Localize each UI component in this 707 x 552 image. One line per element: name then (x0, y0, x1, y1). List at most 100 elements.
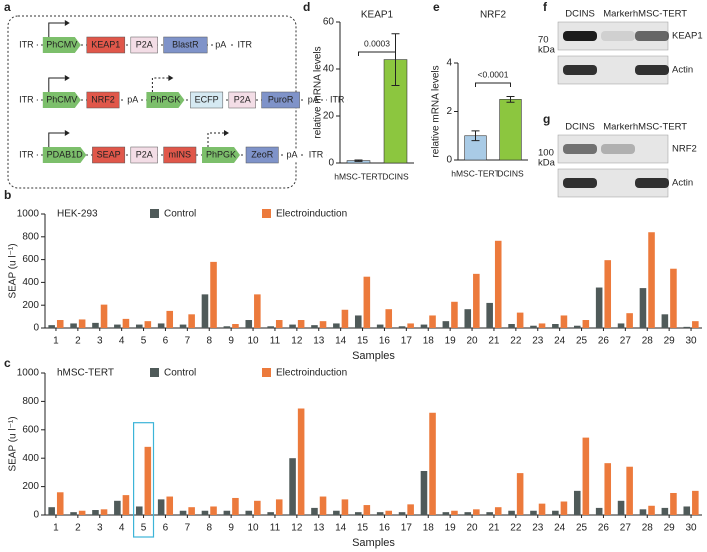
construct-part: NRF2 (91, 94, 115, 104)
y-tick-label: 1000 (17, 209, 40, 220)
bar (179, 324, 187, 328)
bar (486, 302, 493, 328)
blot-band (563, 178, 597, 188)
bar (494, 507, 502, 515)
x-tick-label: 3 (97, 336, 103, 347)
bar (692, 321, 699, 328)
x-tick-label: 18 (423, 336, 435, 347)
construct-part: KEAP1 (91, 39, 120, 49)
p-value: 0.0003 (364, 38, 390, 48)
gene-box (130, 146, 158, 164)
bar (56, 320, 64, 328)
bar (319, 496, 327, 515)
y-tick-label: 20 (323, 111, 335, 122)
arrow-head (64, 130, 70, 136)
bar (420, 324, 428, 328)
size-unit: kDa (538, 158, 556, 169)
x-tick-label: 26 (598, 336, 610, 347)
y-tick-label: 600 (22, 254, 39, 265)
bar (670, 268, 677, 328)
y-tick-label: 600 (22, 424, 39, 435)
x-tick-label: 21 (488, 336, 500, 347)
x-tick-label: 1 (53, 523, 59, 534)
bar (516, 312, 524, 328)
element-bg (16, 39, 37, 51)
construct-part: mINS (169, 149, 192, 159)
blot-band (601, 144, 635, 154)
bar (188, 507, 195, 515)
chart-title: HEK-293 (57, 209, 98, 220)
x-tick-label: 17 (401, 336, 413, 347)
size-marker: 70 (538, 35, 549, 46)
bar (530, 325, 537, 328)
x-tick-label: 12 (291, 523, 303, 534)
bar (661, 507, 669, 515)
significance-bracket (358, 51, 396, 56)
chart-title: NRF2 (480, 10, 507, 21)
band-label: Actin (672, 178, 693, 189)
element-bg (125, 94, 141, 106)
bar (70, 323, 77, 328)
bar (319, 321, 327, 328)
bar (398, 512, 406, 515)
promoter (42, 147, 87, 163)
x-tick-label: 2 (75, 523, 81, 534)
bar (297, 408, 305, 515)
bar (78, 319, 86, 328)
bar (604, 260, 612, 328)
bar (385, 309, 393, 328)
blot-band (635, 65, 669, 75)
panel-label: g (543, 112, 550, 126)
bar (210, 506, 217, 515)
bar (341, 309, 349, 328)
gene-box (261, 91, 300, 109)
bar (420, 470, 428, 515)
bar (617, 323, 625, 328)
lane-header: DCINS (565, 122, 595, 133)
bar (267, 512, 274, 515)
bar (499, 99, 522, 161)
promoter (146, 92, 185, 108)
bar (376, 512, 384, 515)
construct-part: ZeoR (251, 149, 274, 159)
x-tick-label: 10 (247, 336, 259, 347)
x-tick-label: 21 (488, 523, 500, 534)
bar (297, 320, 305, 328)
arrow-head (168, 75, 174, 81)
element-bg (305, 149, 327, 161)
bar (451, 510, 458, 515)
x-axis-label: Samples (352, 537, 395, 549)
x-tick-label: 28 (642, 336, 654, 347)
bar (442, 512, 450, 515)
x-tick-label: 11 (270, 336, 281, 347)
bar (363, 505, 371, 515)
gene-box (130, 36, 158, 54)
bar (311, 325, 318, 328)
bar (661, 314, 669, 328)
bar (464, 309, 472, 328)
x-tick-label: 19 (445, 336, 457, 347)
y-tick-label: 0 (33, 510, 39, 521)
bar (429, 412, 436, 515)
y-tick-label: 1000 (17, 368, 40, 379)
arrow-head (64, 75, 70, 81)
highlight-box (133, 422, 155, 538)
legend-label: Control (164, 209, 196, 220)
bar (363, 276, 371, 328)
construct-part: pA (308, 94, 319, 104)
bar (464, 512, 472, 515)
x-tick-label: 19 (445, 523, 457, 534)
bar (473, 509, 480, 515)
x-tick-label: 15 (357, 523, 369, 534)
diagram-frame (7, 15, 297, 189)
construct-part: PuroR (268, 94, 294, 104)
promoter (42, 92, 81, 108)
bar (166, 310, 174, 328)
bar (626, 313, 633, 328)
x-tick-label: DCINS (382, 171, 409, 181)
bar (232, 324, 239, 328)
x-tick-label: 7 (185, 336, 191, 347)
x-tick-label: 8 (206, 336, 212, 347)
bar (538, 503, 546, 515)
construct-part: pA (286, 149, 297, 159)
